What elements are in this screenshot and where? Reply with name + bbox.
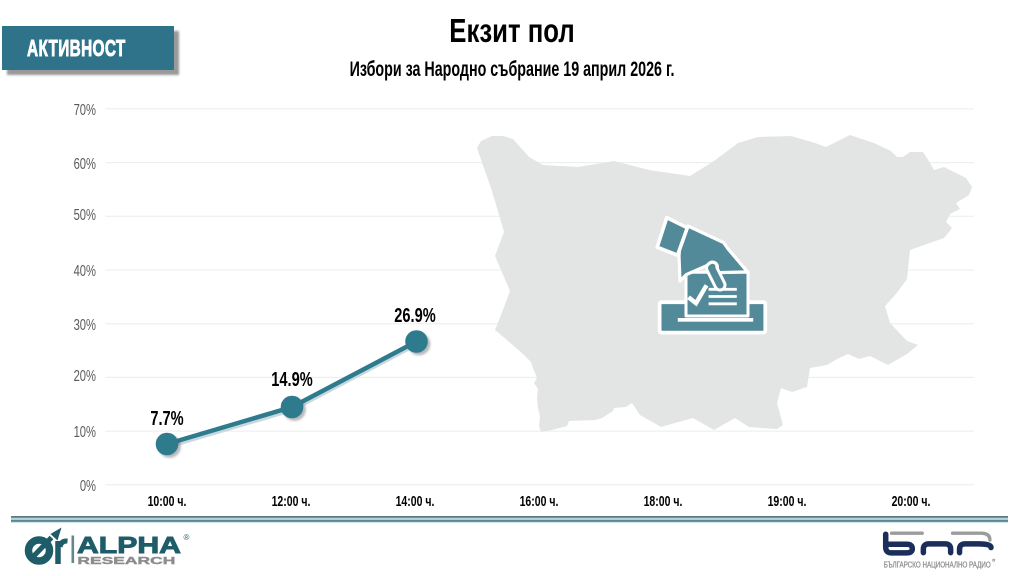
svg-text:RESEARCH: RESEARCH [77, 555, 175, 567]
svg-text:®: ® [184, 533, 190, 542]
svg-text:ALPHA: ALPHA [77, 532, 181, 558]
svg-text:БЪЛГАРСКО НАЦИОНАЛНО РАДИО: БЪЛГАРСКО НАЦИОНАЛНО РАДИО [884, 561, 991, 570]
